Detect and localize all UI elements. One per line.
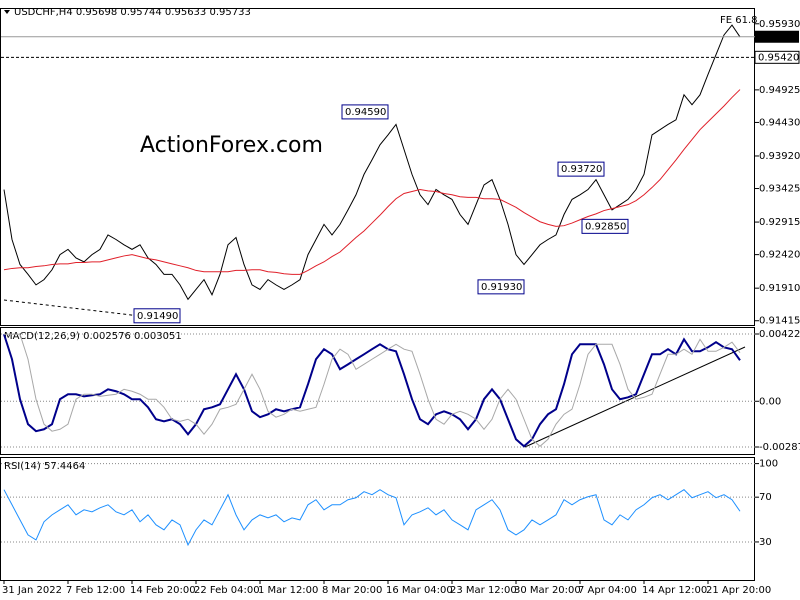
rsi-pane	[0, 457, 755, 581]
y-tick-label: 0.94925	[759, 85, 800, 96]
x-tick-label: 30 Mar 20:00	[514, 585, 581, 596]
x-tick-label: 7 Feb 12:00	[66, 585, 125, 596]
series-line	[3, 489, 741, 547]
level-label: 0.95420	[758, 52, 799, 63]
x-tick-label: 22 Feb 04:00	[194, 585, 260, 596]
y-tick-label: 100	[759, 459, 778, 470]
y-tick-label: 0.00	[759, 396, 781, 407]
watermark: ActionForex.com	[140, 133, 323, 158]
x-tick-label: 14 Feb 20:00	[130, 585, 196, 596]
series-line	[4, 333, 741, 447]
x-tick-label: 16 Mar 04:00	[386, 585, 453, 596]
y-tick-label: 30	[759, 537, 772, 548]
y-tick-label: 0.93920	[759, 151, 800, 162]
x-tick-label: 14 Apr 12:00	[642, 585, 707, 596]
series-line	[3, 333, 741, 448]
y-tick-label: 0.93425	[759, 184, 800, 195]
level-box	[754, 50, 800, 64]
y-tick-label: -0.002874	[759, 442, 800, 453]
annotation-label: 0.92850	[585, 221, 626, 232]
x-tick-label: 31 Jan 2022	[2, 585, 62, 596]
macd-title: MACD(12,26,9) 0.002576 0.003051	[4, 331, 182, 342]
x-tick-label: 8 Mar 20:00	[322, 585, 382, 596]
fe-label: FE 61.8	[720, 15, 758, 26]
x-tick-label: 7 Apr 04:00	[578, 585, 637, 596]
annotation-box	[581, 218, 629, 234]
y-tick-label: 0.94430	[759, 117, 800, 128]
price-pane	[0, 8, 755, 326]
annotation-label: 0.91490	[137, 311, 178, 322]
y-tick-label: 70	[759, 492, 772, 503]
annotation-label: 0.93720	[561, 164, 602, 175]
y-tick-label: 0.95930	[759, 19, 800, 30]
series-line	[3, 24, 741, 301]
y-tick-label: 0.92915	[759, 217, 800, 228]
y-tick-label: 0.91910	[759, 283, 800, 294]
annotation-box	[341, 104, 389, 120]
rsi-title: RSI(14) 57.4464	[4, 461, 85, 472]
title-icon	[4, 10, 10, 14]
price-box	[755, 30, 799, 43]
price-title: USDCHF,H4 0.95698 0.95744 0.95633 0.9573…	[14, 7, 251, 18]
macd-trend-line	[524, 346, 746, 448]
annotation-box	[133, 308, 181, 324]
macd-pane	[0, 327, 755, 455]
series-line	[3, 89, 741, 275]
x-tick-label: 23 Mar 12:00	[450, 585, 517, 596]
annotation-label: 0.94590	[345, 107, 386, 118]
x-tick-label: 21 Apr 20:00	[706, 585, 771, 596]
y-tick-label: 0.004226	[759, 329, 800, 340]
annotation-box	[557, 161, 605, 177]
x-tick-label: 1 Mar 12:00	[258, 585, 318, 596]
y-tick-label: 0.91415	[759, 316, 800, 327]
annotation-box	[477, 279, 525, 295]
price-label: 0.95733	[758, 32, 799, 43]
trend-line	[3, 299, 141, 317]
y-tick-label: 0.92420	[759, 250, 800, 261]
annotation-label: 0.91930	[481, 282, 522, 293]
